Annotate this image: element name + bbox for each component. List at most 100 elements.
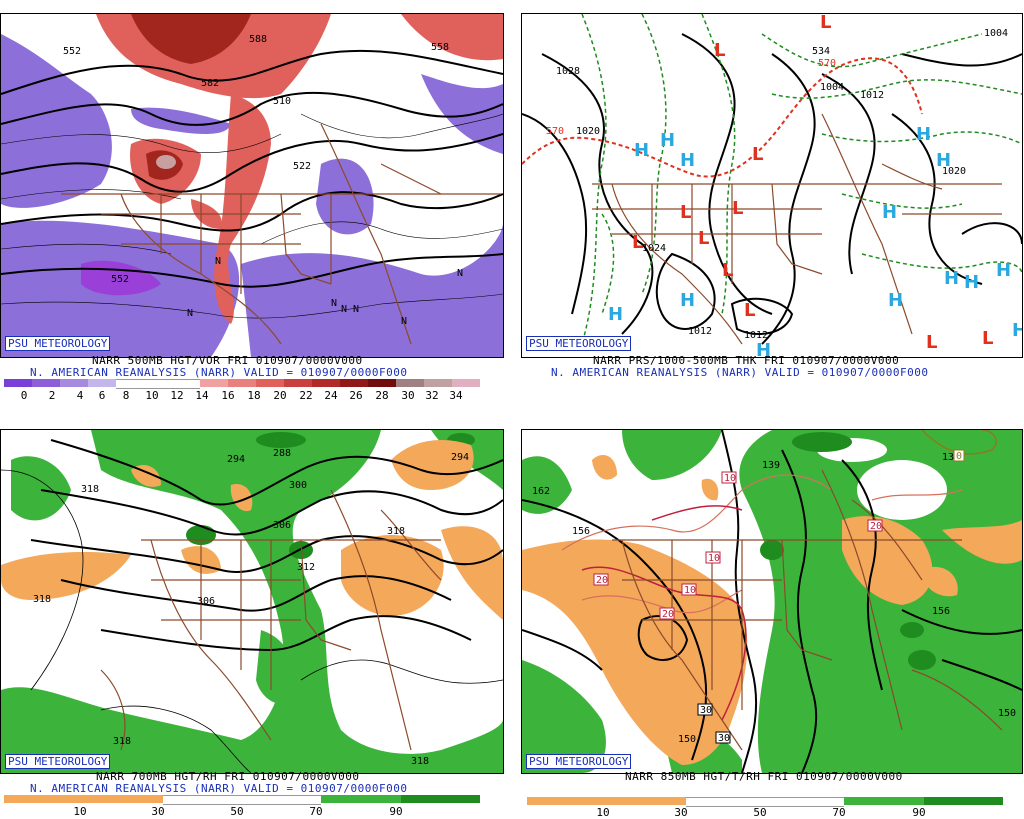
svg-text:1028: 1028 (556, 66, 580, 77)
panel-sfc-pressure: 1028 1020 534 1004 1012 1004 1020 1012 1012 10… (521, 0, 1024, 404)
svg-text:1020: 1020 (576, 126, 600, 137)
rh-colorbar (4, 795, 480, 805)
psu-badge: PSU METEOROLOGY (526, 754, 632, 769)
psu-badge: PSU METEOROLOGY (5, 336, 111, 351)
tick: 16 (221, 389, 235, 402)
svg-text:0: 0 (956, 451, 962, 462)
svg-text:L: L (722, 260, 733, 281)
svg-text:H: H (916, 124, 931, 145)
tick: 28 (375, 389, 389, 402)
svg-text:N: N (341, 304, 347, 315)
svg-text:1020: 1020 (942, 166, 966, 177)
panel-700mb: 318 294 288 300 294 306 312 318 306 318 318 318 … (0, 416, 504, 819)
panel-title: NARR 500MB HGT/VOR FRI 010907/0000V000 (92, 354, 363, 367)
svg-text:294: 294 (227, 454, 245, 465)
panel-subtitle: N. AMERICAN REANALYSIS (NARR) VALID = 01… (551, 366, 929, 379)
tick: 4 (76, 389, 84, 402)
svg-text:1012: 1012 (860, 90, 884, 101)
tick: 6 (98, 389, 106, 402)
svg-text:H: H (996, 260, 1011, 281)
svg-text:534: 534 (812, 46, 830, 57)
tick: 24 (324, 389, 338, 402)
svg-text:10: 10 (724, 473, 736, 484)
tick: 26 (349, 389, 363, 402)
svg-text:318: 318 (81, 484, 99, 495)
svg-text:N: N (401, 316, 407, 327)
svg-text:138: 138 (942, 452, 960, 463)
svg-text:20: 20 (596, 575, 608, 586)
svg-text:1012: 1012 (688, 326, 712, 337)
tick: 20 (273, 389, 287, 402)
tick: 30 (674, 806, 688, 819)
panel-title: NARR 850MB HGT/T/RH FRI 010907/0000V000 (625, 770, 903, 783)
colorbar-ticks: 10 30 50 70 90 (527, 806, 1003, 819)
panel-850mb: 162 156 139 138 150 156 150 10 10 10 20 20 2… (521, 416, 1024, 819)
svg-text:N: N (457, 268, 463, 279)
svg-text:318: 318 (411, 756, 429, 767)
svg-text:318: 318 (33, 594, 51, 605)
svg-text:L: L (752, 144, 763, 165)
tick: 14 (195, 389, 209, 402)
svg-text:H: H (634, 140, 649, 161)
tick: 50 (230, 805, 244, 818)
tick: 30 (401, 389, 415, 402)
svg-text:150: 150 (998, 708, 1016, 719)
tick: 10 (145, 389, 159, 402)
svg-text:558: 558 (431, 42, 449, 53)
pressure-map: 1028 1020 534 1004 1012 1004 1020 1012 1012 10… (522, 14, 1022, 357)
svg-text:H: H (882, 202, 897, 223)
svg-text:139: 139 (762, 460, 780, 471)
svg-text:156: 156 (932, 606, 950, 617)
svg-text:L: L (698, 228, 709, 249)
rh-colorbar (527, 797, 1003, 807)
svg-text:L: L (982, 328, 993, 349)
psu-badge: PSU METEOROLOGY (526, 336, 632, 351)
svg-text:150: 150 (678, 734, 696, 745)
svg-text:L: L (632, 232, 643, 253)
svg-text:N: N (331, 298, 337, 309)
tick: 22 (299, 389, 313, 402)
svg-text:H: H (608, 304, 623, 325)
svg-text:10: 10 (684, 585, 696, 596)
svg-text:N: N (353, 304, 359, 315)
tick: 30 (151, 805, 165, 818)
svg-text:318: 318 (387, 526, 405, 537)
tick: 50 (753, 806, 767, 819)
tick: 10 (596, 806, 610, 819)
svg-text:312: 312 (297, 562, 315, 573)
tick: 70 (832, 806, 846, 819)
svg-text:20: 20 (870, 521, 882, 532)
svg-text:570: 570 (546, 126, 564, 137)
svg-text:N: N (187, 308, 193, 319)
svg-text:570: 570 (818, 58, 836, 69)
vorticity-colorbar (4, 379, 480, 389)
svg-text:H: H (964, 272, 979, 293)
svg-text:588: 588 (249, 34, 267, 45)
tick: 2 (48, 389, 56, 402)
svg-text:H: H (680, 150, 695, 171)
map-frame-700mb: 318 294 288 300 294 306 312 318 306 318 318 318 … (0, 429, 504, 774)
tick: 0 (20, 389, 28, 402)
tick: 8 (122, 389, 130, 402)
svg-text:288: 288 (273, 448, 291, 459)
psu-badge: PSU METEOROLOGY (5, 754, 111, 769)
colorbar-ticks: 10 30 50 70 90 (4, 805, 480, 819)
svg-text:L: L (714, 40, 725, 61)
svg-text:L: L (744, 300, 755, 321)
svg-text:318: 318 (113, 736, 131, 747)
svg-text:H: H (1012, 320, 1022, 341)
rh-700-map: 318 294 288 300 294 306 312 318 306 318 318 318 (1, 430, 503, 773)
svg-text:H: H (936, 150, 951, 171)
panel-title: NARR PRS/1000-500MB THK FRI 010907/0000V… (593, 354, 900, 367)
svg-text:10: 10 (708, 553, 720, 564)
tick: 70 (309, 805, 323, 818)
svg-text:H: H (756, 340, 771, 357)
tick: 18 (247, 389, 261, 402)
svg-text:306: 306 (197, 596, 215, 607)
tick: 12 (170, 389, 184, 402)
rh-850-map: 162 156 139 138 150 156 150 10 10 10 20 20 2… (522, 430, 1022, 773)
svg-text:162: 162 (532, 486, 550, 497)
svg-text:1004: 1004 (984, 28, 1008, 39)
svg-text:30: 30 (700, 705, 712, 716)
